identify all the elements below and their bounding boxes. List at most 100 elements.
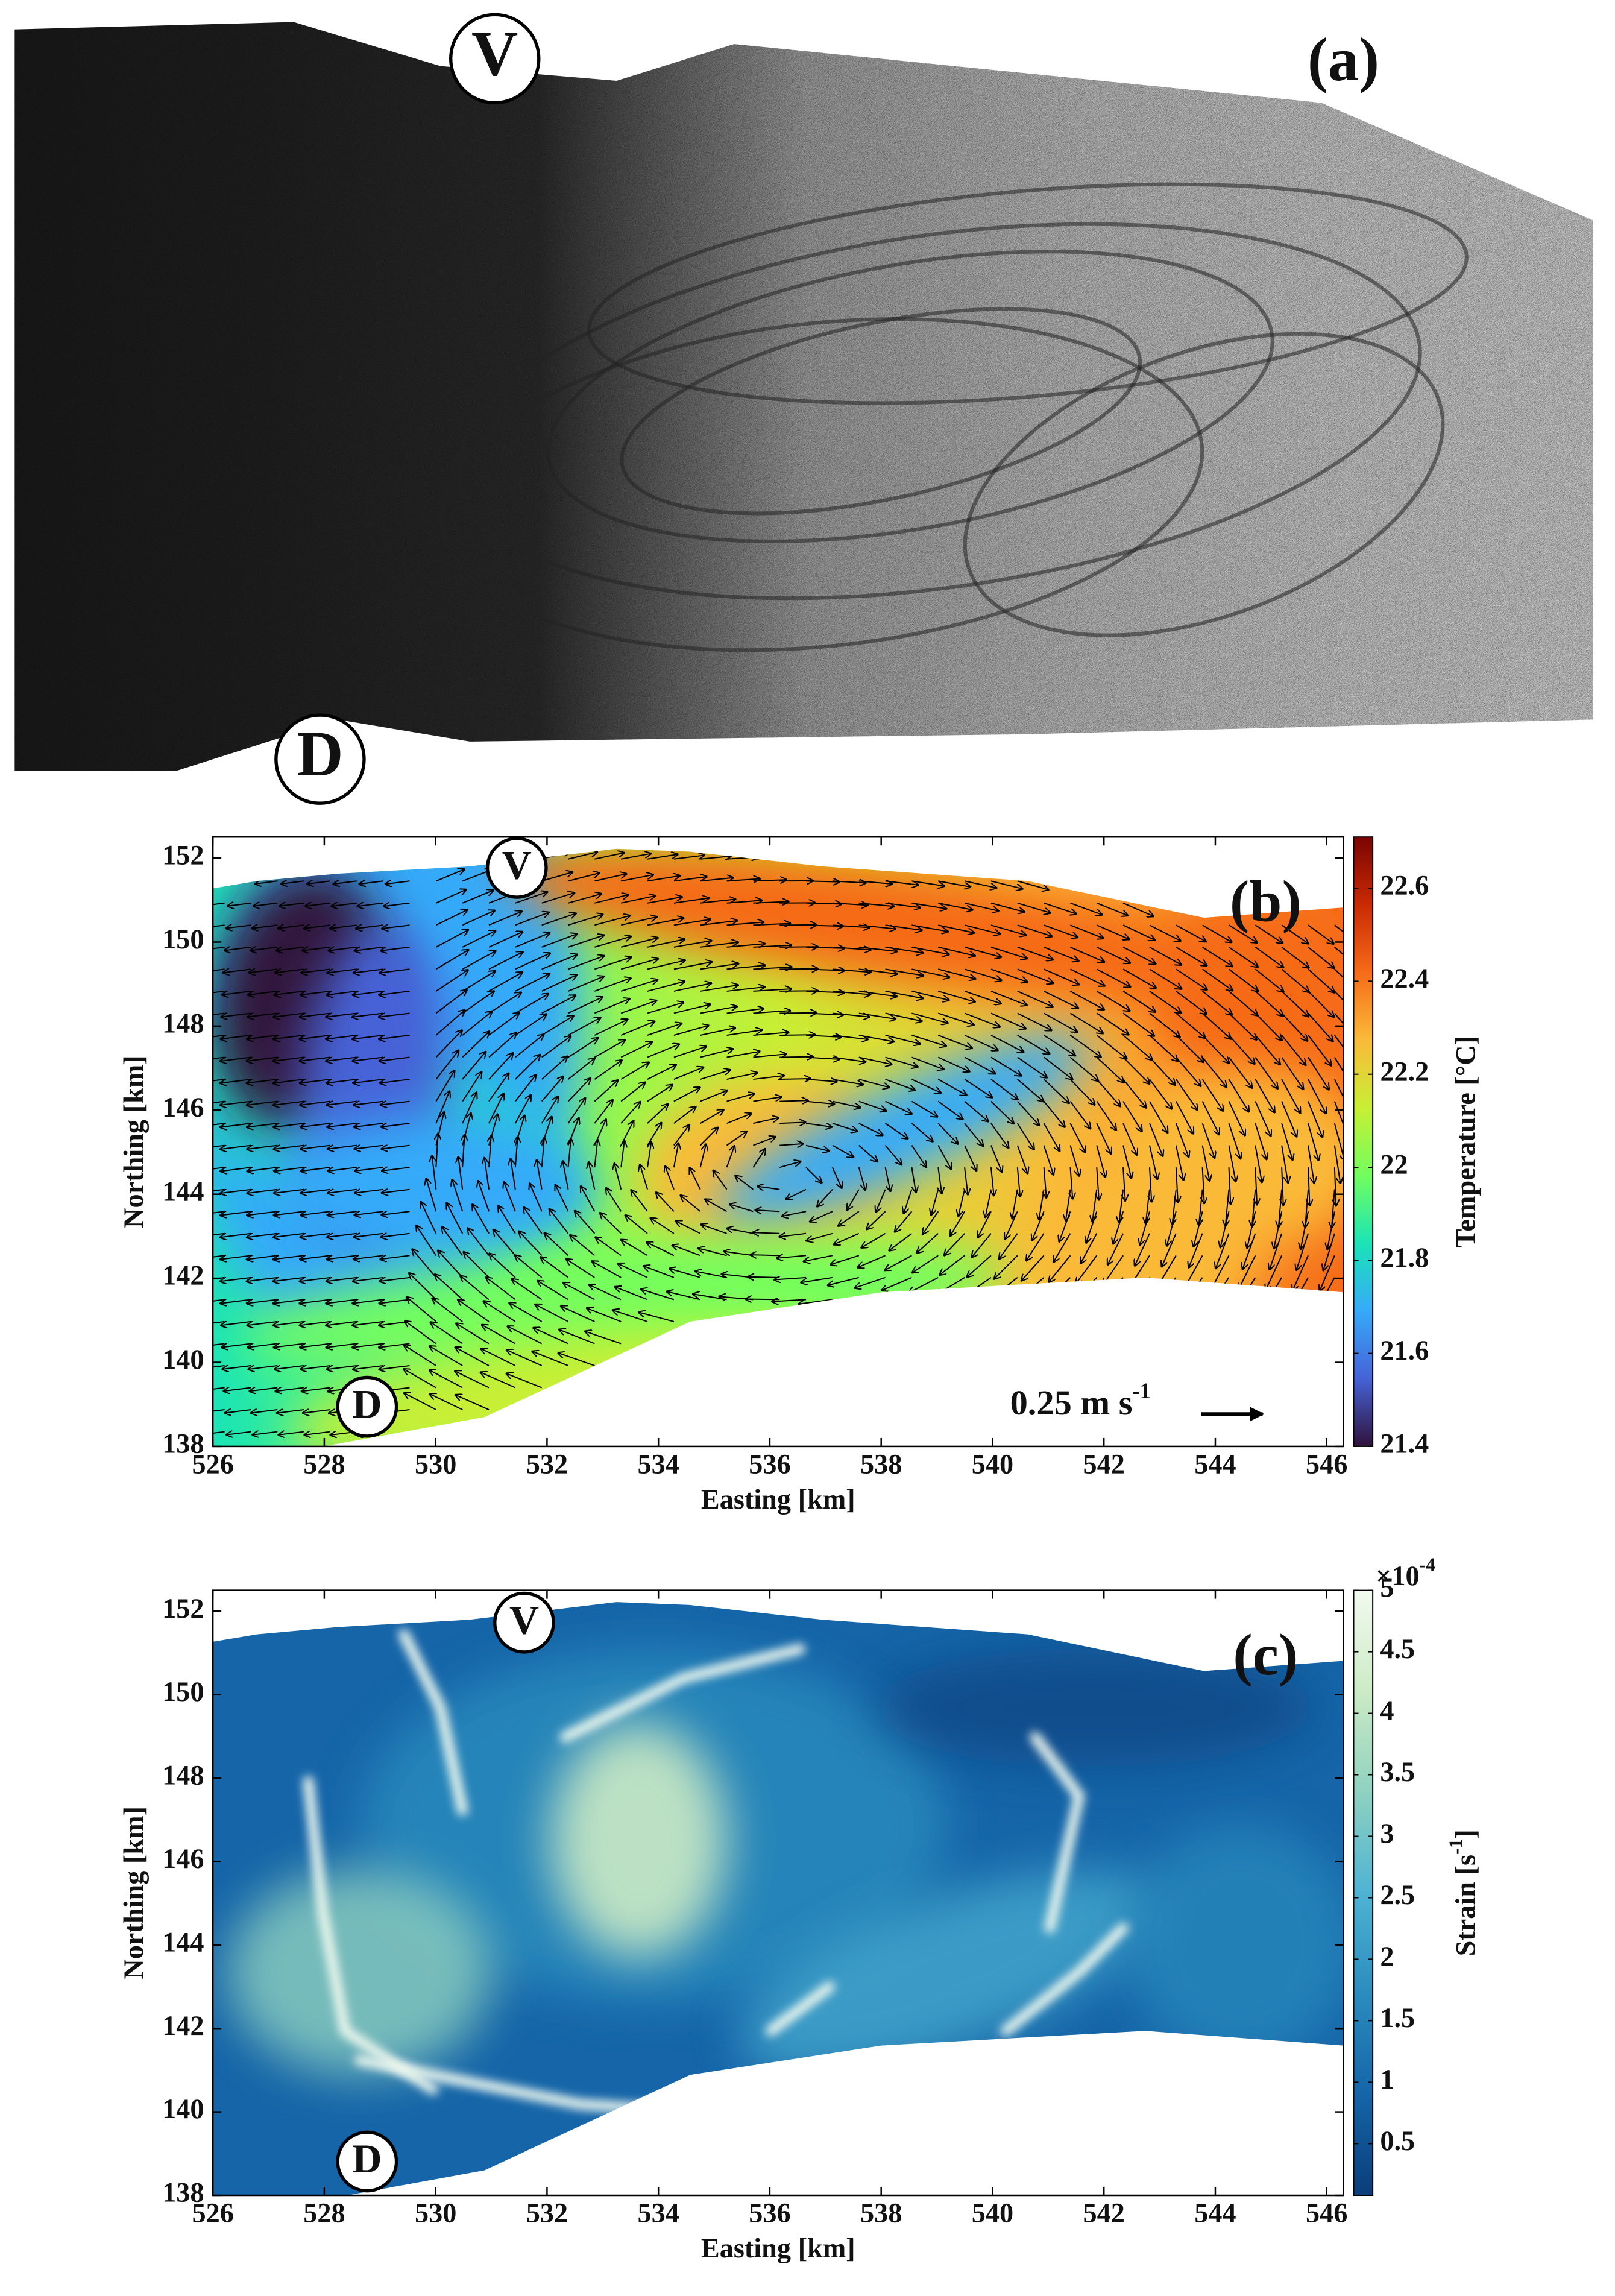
quiver-arrow [435, 930, 468, 948]
quiver-arrow [858, 1056, 892, 1065]
quiver-arrow [227, 1432, 251, 1435]
y-tick-label: 140 [162, 1345, 204, 1375]
quiver-arrow [592, 1261, 622, 1278]
quiver-arrow [277, 1410, 304, 1413]
scale-label-text: 0.25 m s [1010, 1384, 1133, 1423]
quiver-arrow [213, 968, 225, 974]
quiver-arrow [726, 1009, 764, 1014]
quiver-arrow [488, 1094, 503, 1124]
quiver-arrow [858, 1100, 886, 1111]
quiver-arrow [507, 1350, 543, 1366]
x-tick-label: 534 [637, 2198, 679, 2229]
quiver-arrow [213, 1343, 225, 1348]
quiver-arrow [713, 1171, 728, 1190]
quiver-arrow [1308, 1123, 1318, 1160]
quiver-arrow [673, 1088, 700, 1102]
quiver-arrow [541, 1077, 563, 1102]
quiver-arrow [1247, 1211, 1256, 1247]
quiver-arrow [1281, 1035, 1305, 1065]
quiver-arrow [535, 1305, 568, 1322]
field-streak [398, 1629, 468, 1816]
y-tick-label: 144 [162, 1176, 204, 1207]
quiver-arrow [647, 1143, 651, 1168]
quiver-arrow [753, 901, 788, 903]
quiver-arrow [951, 1211, 965, 1235]
quiver-arrow [594, 957, 631, 970]
quiver-arrow [405, 1321, 436, 1345]
quiver-arrow [858, 1012, 895, 1019]
quiver-arrow [594, 1080, 617, 1102]
quiver-arrow [867, 1211, 886, 1229]
quiver-arrow [964, 1123, 983, 1146]
quiver-arrow [594, 853, 623, 860]
y-axis-label: Northing [km] [119, 1055, 150, 1228]
quiver-arrow [700, 1006, 737, 1014]
x-tick-label: 538 [860, 1449, 902, 1480]
quiver-arrow [1228, 991, 1257, 1015]
quiver-arrow [456, 1323, 490, 1345]
quiver-arrow [1201, 1079, 1223, 1111]
quiver-arrow [806, 1035, 841, 1037]
quiver-arrow [1070, 924, 1103, 938]
quiver-arrow [421, 1202, 437, 1234]
quiver-arrow [1281, 968, 1309, 992]
quiver-arrow [911, 968, 949, 977]
quiver-arrow [519, 1232, 543, 1257]
quiver-arrow [620, 1021, 654, 1036]
quiver-arrow [274, 1211, 304, 1215]
quiver-arrow [1097, 1167, 1099, 1199]
quiver-arrow [937, 1079, 966, 1095]
quiver-arrow [831, 1255, 860, 1264]
image-swirl [457, 222, 1422, 601]
quiver-arrow [382, 925, 410, 929]
quiver-arrow [380, 969, 410, 973]
quiver-arrow [1081, 1233, 1098, 1263]
x-tick-label: 528 [303, 1449, 345, 1480]
colorbar-tick-label: 21.6 [1380, 1336, 1429, 1366]
quiver-arrow [575, 1211, 596, 1234]
quiver-arrow [1334, 1035, 1344, 1066]
quiver-arrow [213, 1387, 225, 1392]
quiver-arrow [753, 1232, 780, 1234]
quiver-arrow [990, 902, 1024, 912]
quiver-arrow [805, 1123, 831, 1127]
quiver-arrow [990, 1145, 1002, 1172]
quiver-arrow [940, 1255, 965, 1275]
quiver-arrow [990, 968, 1027, 982]
quiver-arrow [541, 893, 575, 904]
quiver-arrow [1308, 1056, 1329, 1090]
quiver-arrow [462, 1135, 464, 1168]
quiver-arrow [647, 876, 679, 882]
annotation-circle [493, 1591, 555, 1654]
quiver-arrow [1005, 1211, 1018, 1238]
quiver-arrow [545, 1234, 569, 1257]
quiver-arrow [858, 1167, 866, 1190]
quiver-arrow [381, 947, 410, 951]
quiver-arrow [1274, 1211, 1283, 1248]
quiver-arrow [1017, 968, 1053, 983]
quiver-arrow [911, 880, 944, 886]
quiver-arrow [1334, 947, 1344, 969]
x-tick-label: 542 [1083, 2198, 1125, 2229]
quiver-arrow [673, 877, 707, 882]
quiver-arrow [430, 1394, 463, 1410]
colorbar-tick-label: 22 [1380, 1150, 1408, 1181]
quiver-arrow [1327, 1211, 1335, 1249]
quiver-arrow [1176, 924, 1206, 941]
quiver-arrow [1113, 1211, 1124, 1243]
quiver-arrow [1149, 1056, 1175, 1085]
quiver-arrow [1070, 902, 1101, 915]
quiver-arrow [1202, 968, 1232, 990]
field-blob [1152, 895, 1344, 1102]
quiver-arrow [832, 1035, 867, 1039]
quiver-arrow [889, 1232, 913, 1250]
quiver-arrow [911, 1012, 947, 1023]
quiver-arrow [753, 1076, 783, 1079]
quiver-arrow [700, 1070, 730, 1080]
quiver-arrow [533, 1352, 568, 1366]
quiver-arrow [1044, 946, 1078, 961]
quiver-arrow [225, 947, 251, 950]
quiver-arrow [222, 991, 251, 995]
quiver-arrow [485, 1158, 490, 1190]
colorbar-tick-label: 22.4 [1380, 964, 1429, 994]
